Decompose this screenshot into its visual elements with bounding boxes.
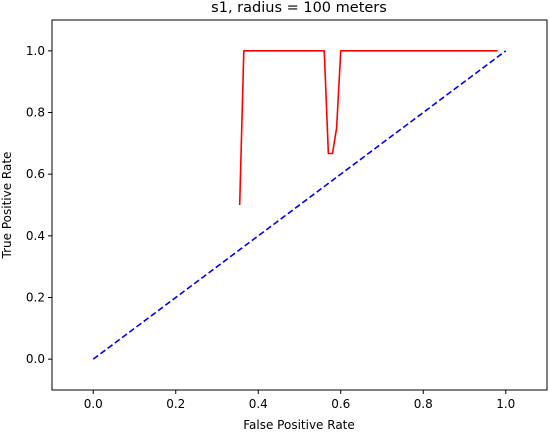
y-axis-label: True Positive Rate	[0, 152, 14, 260]
x-tick-label: 0.2	[166, 397, 185, 411]
x-tick-label: 1.0	[496, 397, 515, 411]
series-line-2	[92, 50, 507, 360]
x-tick-label: 0.8	[414, 397, 433, 411]
x-tick-label: 0.4	[249, 397, 268, 411]
y-tick-label: 0.0	[26, 352, 45, 366]
y-tick-label: 1.0	[26, 44, 45, 58]
y-tick-label: 0.6	[26, 167, 45, 181]
x-axis: 0.0 0.2 0.4 0.6 0.8 1.0	[84, 390, 515, 411]
axes-frame	[51, 19, 548, 391]
y-tick-label: 0.8	[26, 106, 45, 120]
x-axis-label: False Positive Rate	[243, 418, 355, 432]
chart-title: s1, radius = 100 meters	[211, 0, 387, 16]
x-tick-label: 0.0	[84, 397, 103, 411]
x-tick-label: 0.6	[331, 397, 350, 411]
plot-area	[92, 50, 507, 360]
y-tick-label: 0.2	[26, 291, 45, 305]
y-tick-label: 0.4	[26, 229, 45, 243]
y-axis: 0.0 0.2 0.4 0.6 0.8 1.0	[26, 44, 52, 366]
series-line-1	[238, 50, 498, 206]
